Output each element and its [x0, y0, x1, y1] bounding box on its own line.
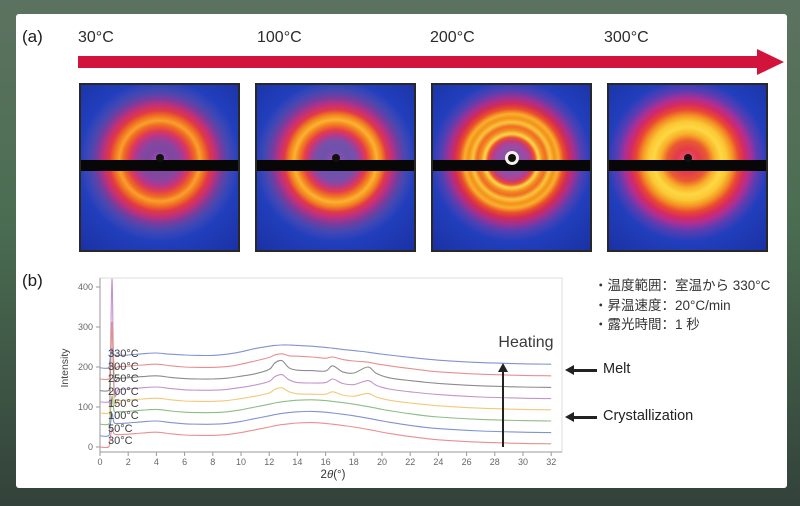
svg-text:20: 20 — [377, 457, 387, 467]
temp-label-100c: 100°C — [257, 29, 302, 46]
heating-annotation: Heating — [498, 334, 554, 351]
svg-text:24: 24 — [433, 457, 443, 467]
beam-center-dot — [155, 154, 164, 163]
svg-text:16: 16 — [321, 457, 331, 467]
note-temperature-range: ・温度範囲：室温から 330°C — [594, 278, 771, 293]
svg-text:28: 28 — [490, 457, 500, 467]
detector-image-100c — [255, 83, 416, 252]
temp-label-30c: 30°C — [78, 29, 114, 46]
beam-center-dot — [683, 154, 692, 163]
temperature-arrow-shaft — [78, 56, 760, 68]
panel-b-label: (b) — [22, 271, 43, 290]
svg-text:Intensity: Intensity — [59, 348, 71, 388]
detector-image-30c — [79, 83, 240, 252]
svg-text:100°C: 100°C — [108, 410, 139, 422]
svg-text:4: 4 — [154, 457, 159, 467]
temperature-arrow-head-icon — [757, 49, 784, 75]
svg-text:2θ(°): 2θ(°) — [321, 469, 346, 481]
svg-text:250°C: 250°C — [108, 373, 139, 385]
heating-arrow-icon — [497, 363, 509, 447]
svg-text:50°C: 50°C — [108, 423, 133, 435]
measurement-notes: ・温度範囲：室温から 330°C ・昇温速度：20°C/min ・露光時間：1 … — [594, 276, 770, 335]
svg-text:22: 22 — [405, 457, 415, 467]
svg-text:10: 10 — [236, 457, 246, 467]
beamstop-bar — [609, 160, 766, 172]
svg-text:30: 30 — [518, 457, 528, 467]
svg-text:400: 400 — [78, 282, 93, 292]
svg-text:100: 100 — [78, 402, 93, 412]
svg-text:30°C: 30°C — [108, 435, 133, 447]
temp-label-200c: 200°C — [430, 29, 475, 46]
svg-text:300: 300 — [78, 322, 93, 332]
temp-label-300c: 300°C — [604, 29, 649, 46]
svg-text:150°C: 150°C — [108, 398, 139, 410]
panel-a-label: (a) — [22, 27, 43, 46]
beam-center-dot — [331, 154, 340, 163]
svg-text:2: 2 — [126, 457, 131, 467]
svg-text:18: 18 — [349, 457, 359, 467]
beamstop-bar — [257, 160, 414, 172]
waxs-profile-chart: 0 2 4 6 8 10 12 14 16 18 20 22 24 26 28 30 3201002003004… — [59, 277, 563, 481]
svg-text:0: 0 — [88, 442, 93, 452]
note-exposure-time: ・露光時間：1 秒 — [594, 317, 700, 332]
beamstop-bar — [81, 160, 238, 172]
detector-image-200c — [431, 83, 592, 252]
svg-text:300°C: 300°C — [108, 361, 139, 373]
detector-image-300c — [607, 83, 768, 252]
svg-text:0: 0 — [97, 457, 102, 467]
beamstop-bar — [433, 160, 590, 172]
svg-text:12: 12 — [264, 457, 274, 467]
beam-center-dot — [507, 154, 516, 163]
figure-card: (a) 30°C 100°C 200°C 300°C (b) 0 2 4 6 8 10 12… — [16, 14, 787, 488]
svg-text:8: 8 — [210, 457, 215, 467]
svg-text:330°C: 330°C — [108, 348, 139, 360]
crystallization-annotation: Crystallization — [603, 408, 694, 424]
svg-text:32: 32 — [546, 457, 556, 467]
melt-arrow-icon — [565, 365, 597, 375]
svg-text:200: 200 — [78, 362, 93, 372]
svg-text:6: 6 — [182, 457, 187, 467]
svg-text:200°C: 200°C — [108, 386, 139, 398]
melt-annotation: Melt — [603, 361, 631, 377]
crystallization-arrow-icon — [565, 412, 597, 422]
svg-text:26: 26 — [462, 457, 472, 467]
note-heating-rate: ・昇温速度：20°C/min — [594, 297, 731, 313]
svg-text:14: 14 — [292, 457, 302, 467]
